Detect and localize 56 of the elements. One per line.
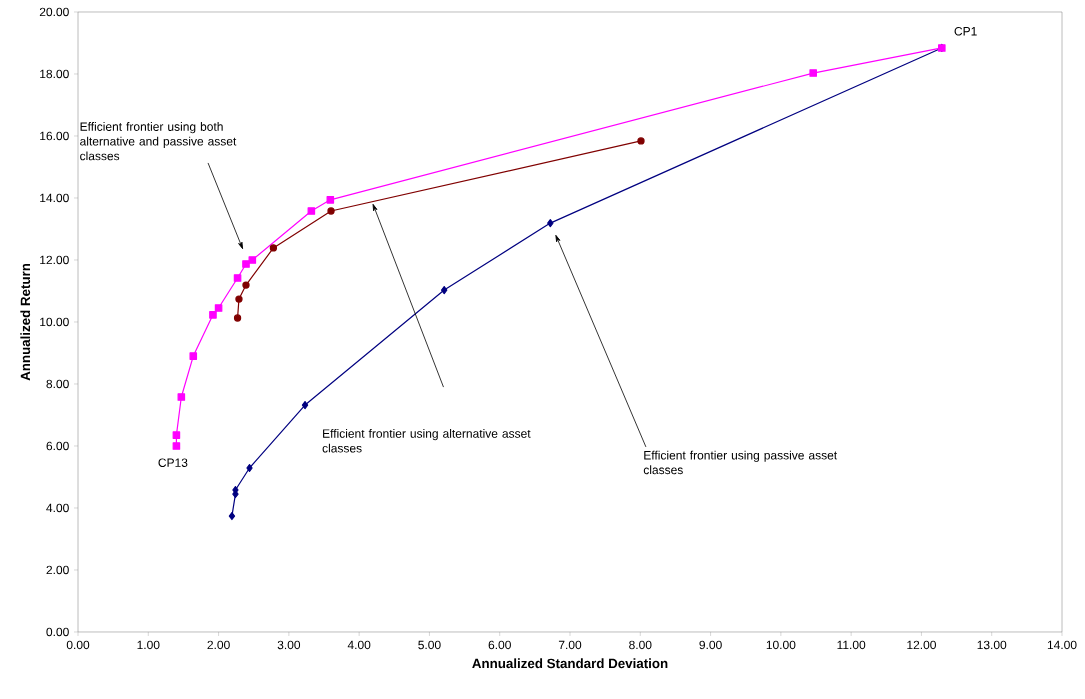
- point: [242, 260, 250, 268]
- y-tick-label: 2.00: [46, 565, 69, 575]
- x-tick-label: 12.00: [907, 640, 936, 650]
- y-tick-label: 14.00: [40, 193, 69, 203]
- x-axis-title: Annualized Standard Deviation: [472, 658, 668, 669]
- point: [233, 274, 242, 282]
- y-axis-title: Annualized Return: [20, 263, 31, 381]
- point: [246, 463, 253, 473]
- x-tick-label: 4.00: [347, 640, 371, 650]
- x-tick-label: 0.00: [66, 640, 90, 650]
- point: [172, 431, 181, 439]
- annotation: CP1: [954, 27, 977, 36]
- point: [809, 69, 817, 77]
- point: [326, 196, 335, 204]
- y-tick-label: 16.00: [40, 131, 69, 141]
- y-tick-label: 8.00: [46, 379, 69, 389]
- y-tick-label: 0.00: [46, 627, 69, 637]
- x-tick-label: 11.00: [837, 640, 866, 650]
- point: [189, 352, 198, 360]
- point: [235, 295, 243, 303]
- point: [269, 244, 278, 252]
- point: [209, 311, 217, 319]
- x-tick-label: 8.00: [629, 640, 652, 650]
- x-tick-label: 14.00: [1047, 640, 1077, 650]
- x-tick-label: 2.00: [207, 640, 230, 650]
- point: [233, 314, 242, 322]
- y-tick-label: 4.00: [46, 503, 69, 513]
- point: [248, 256, 257, 264]
- x-tick-label: 6.00: [488, 640, 511, 650]
- annotation: CP13: [158, 458, 188, 467]
- point: [327, 207, 335, 215]
- y-tick-label: 12.00: [40, 255, 69, 265]
- x-tick-label: 1.00: [137, 640, 160, 650]
- y-tick-label: 20.00: [39, 7, 69, 17]
- point: [637, 137, 645, 145]
- point: [440, 285, 448, 295]
- y-tick-label: 18.00: [40, 69, 69, 79]
- point: [214, 304, 223, 312]
- point: [172, 442, 181, 450]
- x-tick-label: 13.00: [977, 640, 1007, 650]
- annotation: Efficient frontier using alternative asset classes: [322, 428, 531, 453]
- annotation: Efficient frontier using passive asset classes: [643, 450, 838, 475]
- annotation: Efficient frontier using both alternative and passive asset classes: [80, 122, 237, 161]
- point: [547, 219, 554, 228]
- x-tick-label: 10.00: [766, 640, 796, 650]
- point: [242, 281, 250, 289]
- y-tick-label: 6.00: [46, 441, 69, 451]
- x-tick-label: 3.00: [277, 640, 301, 650]
- point: [301, 401, 309, 410]
- y-tick-label: 10.00: [40, 317, 69, 327]
- x-tick-label: 7.00: [558, 640, 582, 650]
- x-tick-label: 5.00: [418, 640, 441, 650]
- point: [307, 207, 316, 215]
- point: [177, 393, 186, 401]
- point: [228, 511, 236, 521]
- x-tick-label: 9.00: [699, 640, 722, 650]
